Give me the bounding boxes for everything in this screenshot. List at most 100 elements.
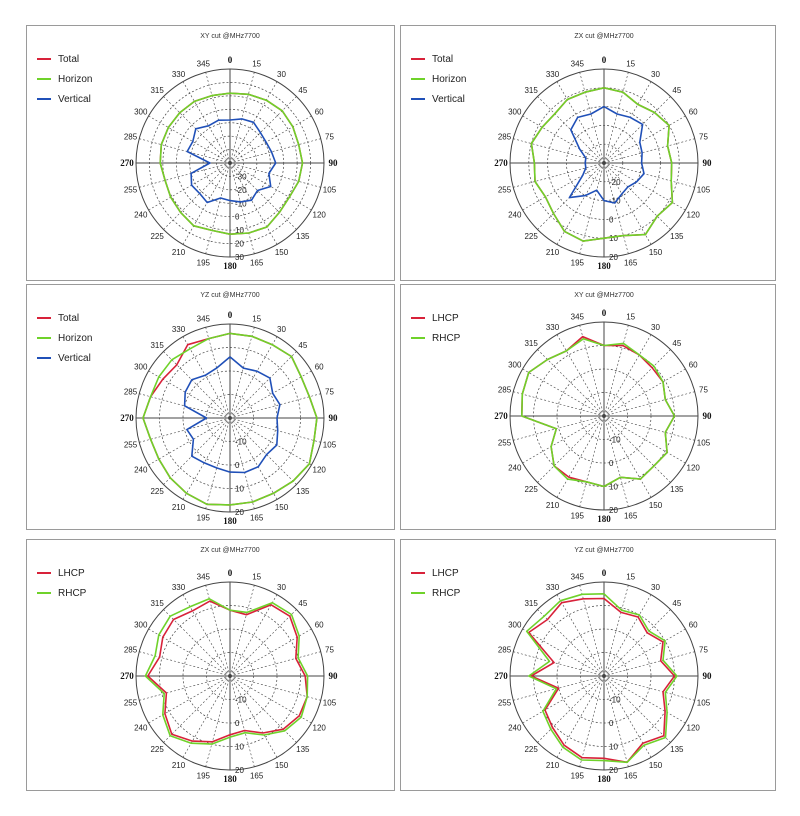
radial-tick-label: -10 [609,436,621,445]
angle-tick-label: 180 [223,516,237,526]
angle-tick-label: 345 [197,315,211,324]
angle-tick-label: 270 [120,158,134,168]
radial-tick-label: -20 [609,178,621,187]
angle-tick-label: 135 [670,745,684,754]
angle-tick-label: 240 [134,211,148,220]
angle-tick-label: 195 [571,511,585,520]
angle-tick-label: 195 [197,771,211,780]
angle-tick-label: 135 [670,485,684,494]
angle-tick-label: 60 [689,621,698,630]
angle-tick-label: 165 [250,258,264,267]
angle-tick-label: 240 [508,211,522,220]
angle-tick-label: 285 [498,132,512,141]
angle-tick-label: 150 [649,761,663,770]
angle-tick-label: 345 [197,573,211,582]
angle-tick-label: 315 [150,341,164,350]
angle-tick-label: 30 [277,70,286,79]
legend-label: Total [432,54,453,65]
series-line-rhcp [525,593,678,764]
angle-tick-label: 330 [172,325,186,334]
angle-tick-label: 345 [197,60,211,69]
angle-tick-label: 300 [134,621,148,630]
angle-tick-label: 90 [329,413,339,423]
chart-panel-zx-circular: ZX cut @MHz7700 0 15 30 45 60 75 90 105 120 135 150… [26,539,395,791]
angle-tick-label: 15 [252,573,261,582]
angle-tick-label: 180 [597,261,611,271]
radial-tick-label: -10 [609,696,621,705]
legend-label: RHCP [432,588,461,599]
radial-tick-label: 0 [609,719,614,728]
grid-spoke [603,138,695,164]
grid-spoke [603,96,671,164]
angle-tick-label: 210 [172,761,186,770]
angle-tick-label: 165 [250,513,264,522]
chart-panel-zx-total: ZX cut @MHz7700 0 15 30 45 60 75 90 105 120 135 150… [400,25,776,281]
legend-label: Total [58,54,79,65]
angle-tick-label: 240 [508,724,522,733]
chart-title: ZX cut @MHz7700 [574,33,633,40]
grid-spoke [513,415,605,441]
angle-tick-label: 135 [296,232,310,241]
radial-tick-label: 0 [609,459,614,468]
grid-spoke [229,115,312,164]
grid-spoke [522,415,605,464]
radial-tick-label: 0 [235,719,240,728]
angle-tick-label: 330 [172,583,186,592]
angle-tick-label: 60 [315,621,324,630]
angle-tick-label: 270 [120,671,134,681]
angle-tick-label: 60 [689,108,698,117]
angle-tick-label: 300 [134,108,148,117]
grid-spoke [603,81,652,164]
angle-tick-label: 150 [275,503,289,512]
angle-tick-label: 105 [697,699,711,708]
angle-tick-label: 120 [687,724,701,733]
series-line-rhcp [144,597,309,745]
legend-label: Vertical [432,94,465,105]
angle-tick-label: 285 [498,385,512,394]
angle-tick-label: 90 [329,671,339,681]
polar-plot-svg: XY cut @MHz7700 0 15 30 45 60 75 90 105 120 135 150… [411,292,712,524]
grid-spoke [513,162,605,188]
angle-tick-label: 30 [651,323,660,332]
angle-tick-label: 60 [315,363,324,372]
radial-tick-label: 30 [235,253,244,262]
angle-tick-label: 315 [150,86,164,95]
grid-spoke [603,391,695,417]
grid-spoke [513,391,605,417]
legend-label: RHCP [58,588,87,599]
legend-label: Total [58,313,79,324]
angle-tick-label: 180 [223,774,237,784]
angle-tick-label: 195 [571,771,585,780]
chart-title: XY cut @MHz7700 [574,292,634,299]
series-line-vertical [568,105,645,204]
series-line-vertical [183,356,281,474]
angle-tick-label: 60 [689,361,698,370]
polar-plot-svg: ZX cut @MHz7700 0 15 30 45 60 75 90 105 120 135 150… [37,547,339,784]
radial-tick-label: 20 [235,240,244,249]
angle-tick-label: 150 [275,761,289,770]
grid-spoke [205,675,231,767]
angle-tick-label: 270 [494,411,508,421]
angle-tick-label: 225 [524,485,538,494]
angle-tick-label: 210 [546,248,560,257]
angle-tick-label: 120 [313,466,327,475]
legend-label: RHCP [432,333,461,344]
radial-tick-label: 10 [235,743,244,752]
grid-spoke [579,72,605,164]
angle-tick-label: 105 [323,186,337,195]
series-line-rhcp [521,337,676,488]
angle-tick-label: 120 [313,724,327,733]
radial-tick-label: -10 [609,197,621,206]
angle-tick-label: 210 [546,761,560,770]
radial-tick-label: 10 [609,234,618,243]
angle-tick-label: 30 [651,583,660,592]
angle-tick-label: 120 [687,464,701,473]
angle-tick-label: 165 [250,771,264,780]
angle-tick-label: 210 [546,501,560,510]
grid-spoke [603,651,695,677]
angle-tick-label: 300 [134,363,148,372]
radial-tick-label: -10 [235,696,247,705]
angle-tick-label: 270 [494,158,508,168]
angle-tick-label: 60 [315,108,324,117]
grid-spoke [603,115,686,164]
